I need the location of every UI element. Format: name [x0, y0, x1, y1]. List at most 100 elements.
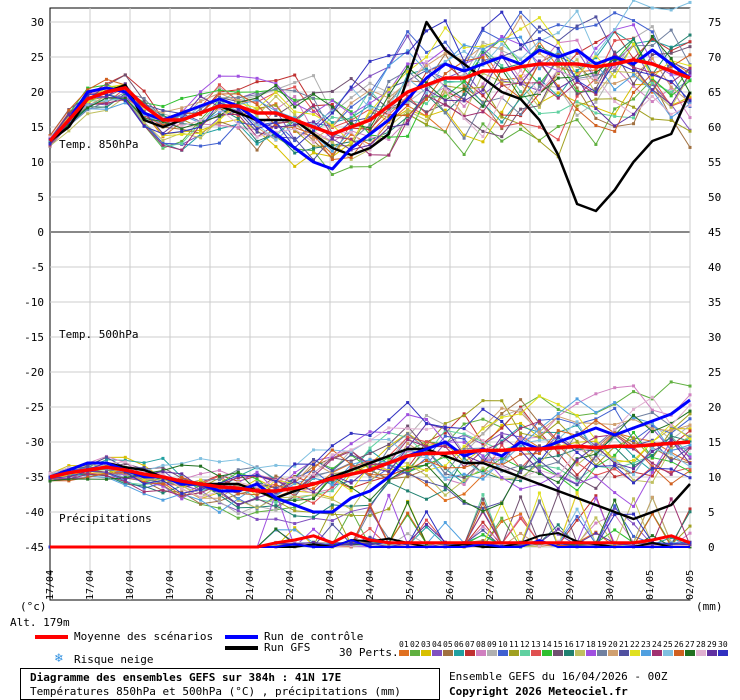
perturbation-point	[236, 512, 240, 516]
perturbation-point	[406, 532, 410, 536]
perturbation-point	[104, 99, 108, 103]
perturbation-point	[481, 417, 485, 421]
perturbation-point	[462, 92, 466, 96]
perturbation-point	[462, 476, 466, 480]
perturbation-point	[387, 466, 391, 470]
perturbation-point	[161, 498, 165, 502]
perturbation-point	[387, 478, 391, 482]
y-right-tick: 70	[708, 51, 721, 64]
perturbation-point	[537, 421, 541, 425]
perturbation-point	[688, 71, 692, 75]
perturbation-point	[500, 435, 504, 439]
perturbation-point	[443, 493, 447, 497]
y-right-tick: 65	[708, 86, 721, 99]
perturbation-point	[312, 74, 316, 78]
perturbation-point	[688, 79, 692, 83]
perturbation-point	[669, 482, 673, 486]
perturbation-point	[650, 495, 654, 499]
perturbation-legend-label: 04	[432, 640, 442, 649]
perturbation-point	[236, 95, 240, 99]
perturbation-point	[104, 105, 108, 109]
label-t500: Temp. 500hPa	[59, 328, 138, 341]
perturbation-point	[349, 105, 353, 109]
perturbation-legend-label: 05	[443, 640, 453, 649]
perturbation-point	[481, 135, 485, 139]
perturbation-point	[180, 491, 184, 495]
perturbation-point	[236, 74, 240, 78]
perturbation-point	[312, 448, 316, 452]
perturbation-point	[500, 439, 504, 443]
perturbation-point	[180, 106, 184, 110]
perturbation-point	[217, 460, 221, 464]
perturbation-point	[537, 544, 541, 548]
perturbation-point	[255, 100, 259, 104]
perturbation-point	[594, 438, 598, 442]
perturbation-point	[575, 24, 579, 28]
perturbation-point	[556, 66, 560, 70]
perturbation-point	[48, 135, 52, 139]
perturbation-point	[519, 407, 523, 411]
perturbation-point	[293, 514, 297, 518]
perturbation-point	[556, 454, 560, 458]
perturbation-point	[86, 475, 90, 479]
perturbation-point	[481, 472, 485, 476]
perturbation-point	[368, 101, 372, 105]
perturbation-point	[632, 441, 636, 445]
perturbation-point	[255, 139, 259, 143]
perturbation-point	[481, 55, 485, 59]
perturbation-point	[293, 81, 297, 85]
perturbation-point	[575, 69, 579, 73]
perturbation-point	[462, 46, 466, 50]
perturbation-point	[556, 110, 560, 114]
perturbation-point	[594, 92, 598, 96]
perturbation-point	[519, 398, 523, 402]
perturbation-point	[330, 455, 334, 459]
perturbation-point	[255, 470, 259, 474]
perturbation-point	[481, 520, 485, 524]
perturbation-point	[462, 444, 466, 448]
perturbation-point	[293, 113, 297, 117]
perturbation-point	[368, 463, 372, 467]
perturbation-point	[368, 135, 372, 139]
perturbation-point	[142, 482, 146, 486]
perturbation-point	[406, 475, 410, 479]
perturbation-point	[500, 42, 504, 46]
perturbation-point	[537, 45, 541, 49]
perturbation-point	[500, 464, 504, 468]
perturbation-point	[519, 405, 523, 409]
perturbation-point	[575, 451, 579, 455]
perturbation-point	[236, 509, 240, 513]
perturbation-point	[462, 472, 466, 476]
perturbation-legend-label: 10	[498, 640, 508, 649]
perturbation-point	[312, 493, 316, 497]
perturbation-point	[519, 107, 523, 111]
perturbation-legend-label: 27	[685, 640, 695, 649]
perturbation-point	[349, 463, 353, 467]
perturbation-point	[650, 424, 654, 428]
perturbation-point	[293, 85, 297, 89]
perturbation-point	[537, 30, 541, 34]
perturbation-point	[255, 510, 259, 514]
perturbation-point	[669, 470, 673, 474]
perturbation-point	[669, 49, 673, 53]
perturbation-point	[556, 523, 560, 527]
perturbation-point	[669, 542, 673, 546]
perturbation-point	[349, 96, 353, 100]
perturbation-point	[255, 123, 259, 127]
perturbation-point	[650, 465, 654, 469]
perturbation-point	[556, 451, 560, 455]
perturbation-point	[255, 115, 259, 119]
perturbation-point	[481, 28, 485, 32]
perturbation-point	[368, 59, 372, 63]
perturbation-point	[632, 97, 636, 101]
perturbation-point	[519, 471, 523, 475]
perturbation-point	[669, 452, 673, 456]
perturbation-point	[236, 92, 240, 96]
perturbation-point	[462, 492, 466, 496]
perturbation-point	[123, 462, 127, 466]
perturbation-point	[575, 420, 579, 424]
perturbation-point	[330, 469, 334, 473]
perturbation-legend-swatch	[531, 650, 541, 656]
perturbation-point	[443, 434, 447, 438]
perturbation-point	[217, 92, 221, 96]
